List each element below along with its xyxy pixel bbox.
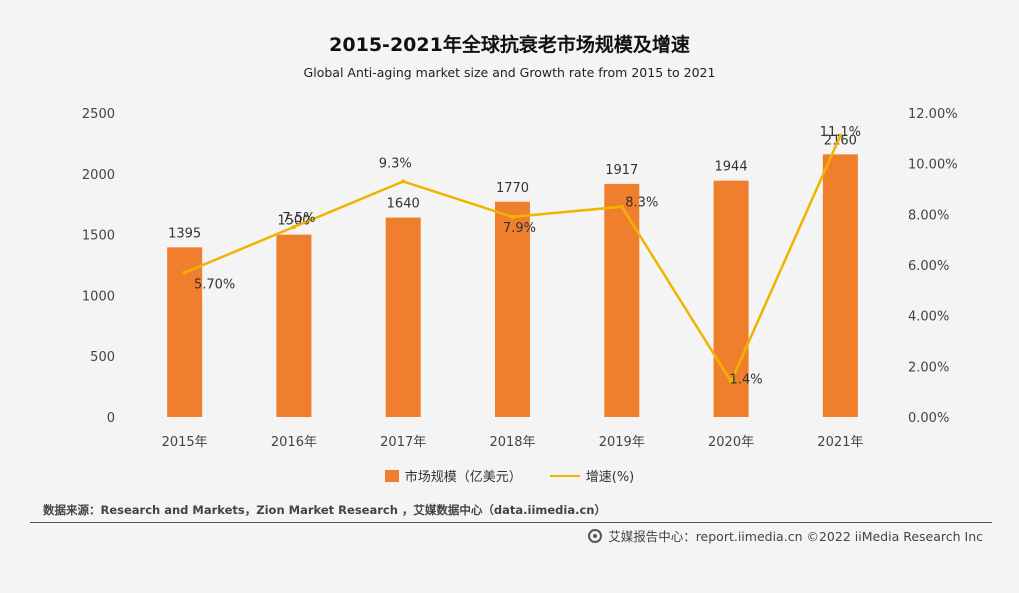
y2-tick-label: 0.00%: [908, 411, 949, 426]
y2-tick-label: 4.00%: [908, 310, 949, 325]
y2-tick-label: 2.00%: [908, 360, 949, 375]
bar-value-label: 1944: [715, 160, 748, 175]
bar: [167, 247, 203, 417]
growth-value-label: 8.3%: [625, 196, 658, 211]
growth-point: [729, 379, 734, 384]
chart-title: 2015-2021年全球抗衰老市场规模及增速: [329, 34, 690, 56]
legend-item-market-size: 市场规模（亿美元）: [384, 466, 522, 485]
bar-value-label: 1770: [496, 181, 529, 196]
bar-value-label: 1395: [168, 226, 201, 241]
legend-bar-swatch: [384, 469, 399, 482]
y2-tick-label: 8.00%: [908, 208, 949, 223]
x-tick-label: 2020年: [708, 435, 754, 450]
growth-value-label: 11.1%: [820, 125, 861, 140]
growth-point: [291, 225, 296, 229]
x-tick-label: 2019年: [599, 435, 645, 450]
growth-value-label: 7.9%: [503, 221, 536, 236]
legend-line-label: 增速(%): [585, 470, 635, 485]
growth-point: [838, 133, 843, 138]
x-tick-label: 2016年: [271, 435, 317, 450]
bar: [385, 217, 421, 417]
y-tick-label: 2000: [82, 168, 115, 183]
bar-value-label: 2160: [824, 133, 857, 148]
growth-point: [182, 270, 187, 275]
iimedia-logo-icon: [588, 528, 603, 543]
y-tick-label: 1000: [82, 289, 115, 304]
growth-value-label: 5.70%: [194, 278, 235, 293]
bar: [276, 234, 312, 417]
data-source: 数据来源：Research and Markets，Zion Market Re…: [43, 503, 606, 517]
growth-point: [401, 179, 406, 184]
y2-tick-label: 10.00%: [908, 158, 958, 173]
growth-value-label: 7.5%: [282, 211, 315, 226]
y-tick-label: 500: [90, 350, 115, 365]
legend-line-swatch: [549, 474, 580, 477]
bar: [495, 201, 530, 417]
bar: [604, 183, 640, 417]
x-tick-label: 2015年: [162, 435, 208, 450]
y-tick-label: 0: [107, 411, 115, 426]
legend-item-growth: 增速(%): [549, 466, 635, 485]
x-tick-label: 2017年: [380, 435, 426, 450]
bar-value-label: 1917: [605, 163, 638, 178]
y-tick-label: 1500: [82, 229, 115, 244]
y2-tick-label: 12.00%: [908, 107, 958, 122]
footer: 艾媒报告中心：report.iimedia.cn ©2022 iiMedia R…: [588, 526, 983, 545]
chart-subtitle: Global Anti-aging market size and Growth…: [303, 65, 716, 80]
growth-value-label: 1.4%: [730, 373, 763, 388]
legend-bar-label: 市场规模（亿美元）: [404, 470, 522, 485]
growth-point: [510, 214, 515, 219]
y2-tick-label: 6.00%: [908, 259, 949, 274]
growth-point: [619, 204, 624, 209]
footer-text: 艾媒报告中心：report.iimedia.cn ©2022 iiMedia R…: [608, 529, 983, 544]
y-tick-label: 2500: [82, 107, 115, 122]
bar: [713, 180, 749, 417]
x-tick-label: 2018年: [489, 435, 535, 450]
x-tick-label: 2021年: [817, 435, 863, 450]
growth-value-label: 9.3%: [379, 156, 412, 171]
bar-value-label: 1640: [387, 197, 420, 212]
bar: [822, 154, 858, 417]
divider: [30, 522, 992, 523]
legend: 市场规模（亿美元） 增速(%): [0, 466, 1019, 485]
